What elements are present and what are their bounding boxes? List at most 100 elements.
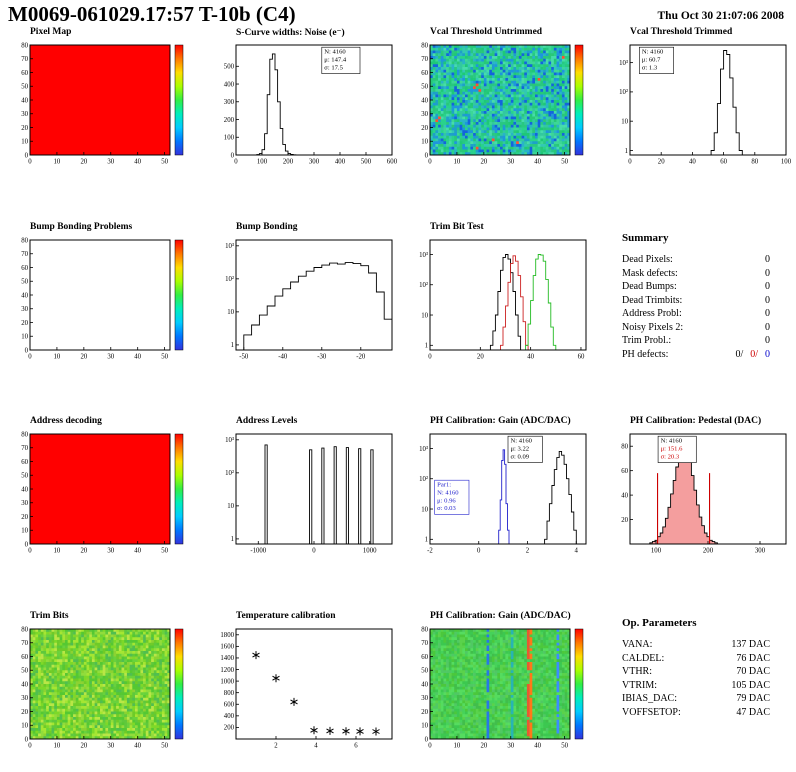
svg-text:0: 0 (231, 152, 235, 159)
svg-text:μ: 3.22: μ: 3.22 (511, 446, 530, 453)
svg-text:30: 30 (21, 111, 28, 118)
svg-text:60: 60 (21, 459, 28, 466)
svg-text:4: 4 (575, 548, 579, 555)
svg-text:40: 40 (689, 159, 696, 166)
svg-text:10³: 10³ (419, 446, 428, 453)
chart-title: Vcal Threshold Trimmed (630, 27, 733, 37)
svg-text:-40: -40 (278, 354, 288, 361)
svg-text:200: 200 (224, 117, 235, 124)
op-parameter-row: VANA: 137 DAC (622, 639, 770, 650)
svg-text:σ: 17.5: σ: 17.5 (324, 64, 343, 71)
summary-block: Summary Dead Pixels: 0 Mask defects: 0 Dea… (622, 232, 770, 361)
svg-text:N: 4160: N: 4160 (511, 438, 533, 445)
svg-text:40: 40 (134, 159, 141, 166)
svg-text:40: 40 (21, 681, 28, 688)
svg-text:10³: 10³ (225, 437, 234, 444)
svg-text:50: 50 (21, 668, 28, 675)
address-decoding-chart: 0 10 20 30 40 50 0 10 20 30 40 50 60 70 80 (21, 431, 184, 555)
svg-text:500: 500 (361, 159, 372, 166)
op-parameter-row: VTRIM: 105 DAC (622, 679, 770, 691)
svg-text:1400: 1400 (220, 655, 234, 662)
svg-text:50: 50 (161, 354, 168, 361)
summary-row: Trim Probl.: 0 (622, 335, 770, 346)
svg-text:60: 60 (578, 354, 585, 361)
svg-text:-2: -2 (427, 548, 433, 555)
svg-text:10²: 10² (225, 470, 234, 477)
svg-text:40: 40 (134, 354, 141, 361)
op-parameters-block: Op. Parameters VANA: 137 DAC CALDEL: 76 DA… (622, 617, 770, 719)
svg-text:σ: 1.3: σ: 1.3 (642, 64, 658, 71)
svg-text:40: 40 (134, 743, 141, 750)
svg-text:0: 0 (28, 159, 32, 166)
op-parameter-row: VTHR: 70 DAC (622, 666, 770, 677)
svg-text:10²: 10² (419, 476, 428, 483)
svg-text:σ: 0.09: σ: 0.09 (511, 453, 530, 460)
svg-text:Par1:: Par1: (437, 482, 451, 489)
svg-text:400: 400 (224, 713, 235, 720)
svg-text:60: 60 (21, 70, 28, 77)
panel-bump-problems: Bump Bonding Problems 0 10 20 30 40 50 0 10 20 30… (0, 222, 196, 367)
svg-text:30: 30 (107, 354, 114, 361)
chart-title: Pixel Map (30, 27, 72, 37)
svg-text:40: 40 (527, 354, 534, 361)
svg-text:80: 80 (21, 431, 28, 438)
svg-text:30: 30 (507, 159, 514, 166)
svg-text:10: 10 (21, 139, 28, 146)
svg-text:200: 200 (283, 159, 294, 166)
svg-text:1200: 1200 (220, 667, 234, 674)
svg-text:40: 40 (21, 292, 28, 299)
svg-text:100: 100 (651, 548, 662, 555)
bump-bonding-chart: -50 -40 -30 -20 1 10 10² 10³ (225, 239, 393, 361)
svg-text:70: 70 (21, 445, 28, 452)
svg-text:20: 20 (421, 125, 428, 132)
svg-text:20: 20 (80, 548, 87, 555)
panel-address-decoding: Address decoding 0 10 20 30 40 50 0 10 20 30 40 50 6… (0, 416, 196, 561)
svg-text:400: 400 (335, 159, 346, 166)
panel-trim-bits: Trim Bits 0 10 20 30 40 50 0 10 20 30 40 50 60 70 80 (0, 611, 196, 756)
svg-text:20: 20 (21, 514, 28, 521)
svg-text:60: 60 (720, 159, 727, 166)
svg-text:2: 2 (274, 743, 278, 750)
svg-text:-20: -20 (356, 354, 366, 361)
svg-text:N: 4160: N: 4160 (661, 438, 683, 445)
svg-text:50: 50 (561, 159, 568, 166)
panel-address-levels: Address Levels -1000 0 1000 1 10 10² 10³ (206, 416, 402, 561)
svg-text:10³: 10³ (619, 60, 628, 67)
svg-text:0: 0 (312, 548, 316, 555)
svg-text:-30: -30 (317, 354, 327, 361)
chart-title: Vcal Threshold Untrimmed (430, 27, 543, 37)
svg-text:10: 10 (21, 723, 28, 730)
svg-text:300: 300 (755, 548, 766, 555)
svg-text:1: 1 (625, 148, 628, 155)
svg-text:80: 80 (621, 444, 628, 451)
svg-text:6: 6 (354, 743, 358, 750)
temperature-cal-chart: 2 4 6 200 400 600 800 1000 1200 1400 1600 1800 (220, 628, 393, 750)
svg-text:20: 20 (21, 125, 28, 132)
svg-text:0: 0 (628, 159, 632, 166)
summary-row: Dead Pixels: 0 (622, 254, 770, 265)
svg-text:400: 400 (224, 81, 235, 88)
op-parameter-row: IBIAS_DAC: 79 DAC (622, 693, 770, 704)
svg-text:20: 20 (21, 709, 28, 716)
svg-text:600: 600 (224, 702, 235, 709)
svg-text:-50: -50 (239, 354, 249, 361)
svg-text:μ: 0.96: μ: 0.96 (437, 497, 456, 504)
svg-text:1: 1 (425, 537, 428, 544)
svg-text:600: 600 (387, 159, 398, 166)
svg-text:20: 20 (21, 320, 28, 327)
svg-text:0: 0 (428, 354, 432, 361)
scurve-noise-chart: 0 100 200 300 400 500 600 0 100 200 300 400 500 N: 41… (224, 44, 398, 166)
svg-text:0: 0 (28, 548, 32, 555)
address-levels-chart: -1000 0 1000 1 10 10² 10³ (225, 433, 393, 555)
svg-text:200: 200 (224, 725, 235, 732)
svg-text:10: 10 (421, 139, 428, 146)
chart-title: Address decoding (30, 416, 102, 426)
svg-text:10: 10 (227, 503, 234, 510)
svg-text:1800: 1800 (220, 632, 234, 639)
pixel-map-chart: 0 10 20 30 40 50 0 10 20 30 40 50 60 70 80 (21, 42, 184, 166)
svg-text:1600: 1600 (220, 644, 234, 651)
